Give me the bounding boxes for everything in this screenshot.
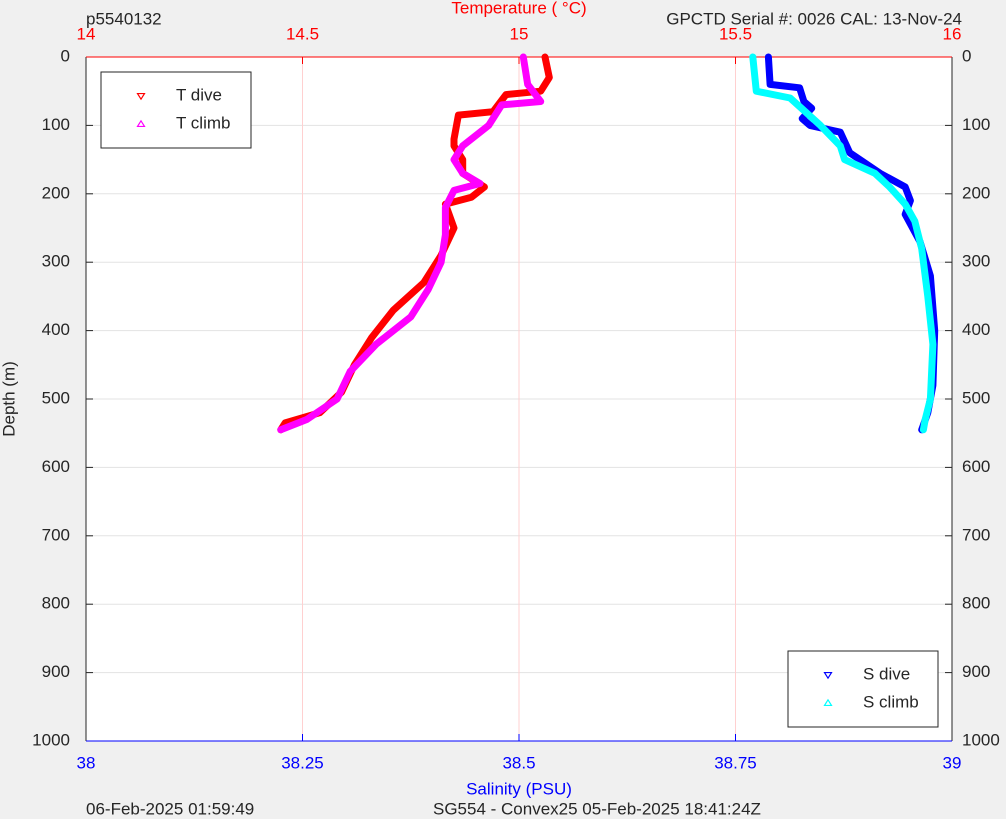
x2-tick-label: 16 — [943, 24, 962, 43]
legend-label: S climb — [863, 692, 919, 711]
profile-line — [749, 53, 937, 434]
x2-axis-label: Temperature ( °C) — [451, 0, 586, 17]
y-tick-label: 500 — [42, 388, 70, 407]
y-tick-label: 800 — [42, 594, 70, 613]
y-tick-label: 400 — [42, 320, 70, 339]
y-tick-label: 200 — [42, 183, 70, 202]
x-tick-label: 38.5 — [502, 753, 535, 772]
y-tick-label: 300 — [42, 252, 70, 271]
y-tick-label: 400 — [962, 320, 990, 339]
y-tick-label: 600 — [42, 457, 70, 476]
x-tick-label: 38.25 — [281, 753, 324, 772]
y-tick-label: 600 — [962, 457, 990, 476]
footer-left: 06-Feb-2025 01:59:49 — [86, 799, 254, 818]
legend-marker — [136, 92, 146, 101]
y-tick-label: 900 — [42, 662, 70, 681]
legend-box — [787, 650, 939, 728]
x2-tick-label: 15.5 — [719, 24, 752, 43]
legend-label: T climb — [176, 113, 230, 132]
legend-marker — [136, 119, 146, 128]
legend: T dive T climb — [100, 71, 252, 149]
legend: S dive S climb — [787, 650, 939, 728]
x-tick-label: 39 — [943, 753, 962, 772]
legend-marker — [823, 671, 833, 680]
y-tick-label: 500 — [962, 388, 990, 407]
footer-right: SG554 - Convex25 05-Feb-2025 18:41:24Z — [433, 799, 761, 818]
x2-tick-label: 14 — [77, 24, 96, 43]
y-tick-label: 0 — [962, 46, 971, 65]
x-tick-label: 38.75 — [714, 753, 757, 772]
legend-label: T dive — [176, 85, 222, 104]
x-tick-label: 38 — [77, 753, 96, 772]
legend-marker — [823, 698, 833, 707]
chart-subtitle: GPCTD Serial #: 0026 CAL: 13-Nov-24 — [666, 9, 962, 28]
y-tick-label: 700 — [962, 525, 990, 544]
profile-line — [277, 53, 545, 434]
y-tick-label: 1000 — [32, 730, 70, 749]
x2-tick-label: 14.5 — [286, 24, 319, 43]
y-tick-label: 100 — [962, 115, 990, 134]
y-tick-label: 0 — [61, 46, 70, 65]
y-tick-label: 200 — [962, 183, 990, 202]
legend-box — [100, 71, 252, 149]
x-axis-label: Salinity (PSU) — [466, 779, 572, 798]
y-axis-label: Depth (m) — [0, 361, 18, 437]
y-tick-label: 700 — [42, 525, 70, 544]
y-tick-label: 800 — [962, 594, 990, 613]
y-tick-label: 100 — [42, 115, 70, 134]
x2-tick-label: 15 — [510, 24, 529, 43]
y-tick-label: 300 — [962, 252, 990, 271]
chart-title: p5540132 — [86, 9, 162, 28]
y-tick-label: 900 — [962, 662, 990, 681]
legend-label: S dive — [863, 664, 910, 683]
y-tick-label: 1000 — [962, 730, 1000, 749]
